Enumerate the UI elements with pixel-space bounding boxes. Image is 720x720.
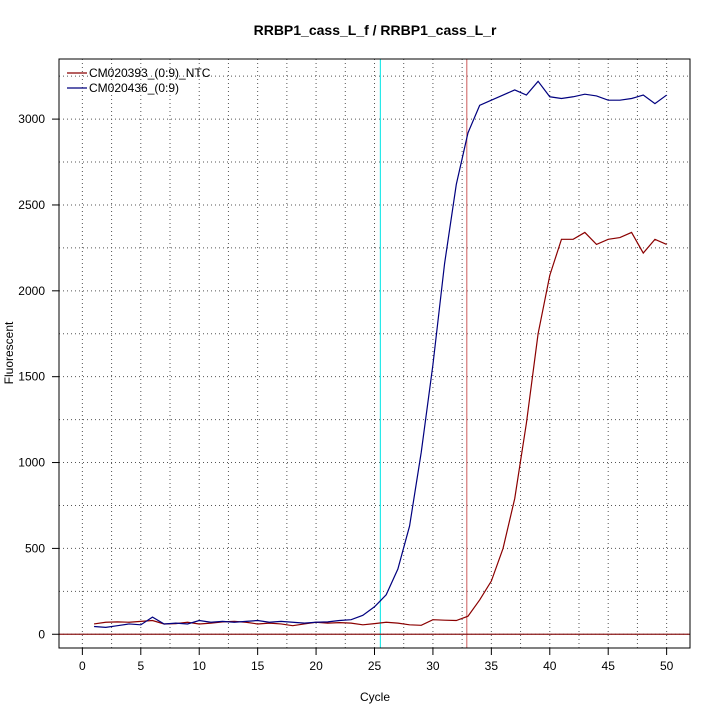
x-tick-label: 20 <box>309 659 323 673</box>
y-tick-label: 500 <box>25 541 45 555</box>
x-tick-label: 50 <box>660 659 674 673</box>
vertical-markers <box>379 59 468 648</box>
series-line-1 <box>93 231 667 627</box>
legend-label-1: CM020393_(0:9)_NTC <box>89 66 211 80</box>
series-lines <box>93 80 667 628</box>
y-tick-label: 2000 <box>18 284 45 298</box>
y-tick-label: 0 <box>38 627 45 641</box>
x-tick-label: 35 <box>485 659 499 673</box>
x-tick-label: 25 <box>368 659 382 673</box>
x-axis: 0 5 10 15 20 25 30 35 40 45 50 <box>79 648 674 673</box>
y-tick-label: 3000 <box>18 112 45 126</box>
y-axis: 0 500 1000 1500 2000 2500 3000 <box>18 112 59 641</box>
legend-label-2: CM020436_(0:9) <box>89 81 179 95</box>
x-tick-label: 15 <box>251 659 265 673</box>
chart-title: RRBP1_cass_L_f / RRBP1_cass_L_r <box>254 22 497 38</box>
y-axis-label: Fluorescent <box>2 321 16 384</box>
x-tick-label: 30 <box>426 659 440 673</box>
x-axis-label: Cycle <box>360 690 390 704</box>
y-tick-label: 1500 <box>18 370 45 384</box>
x-tick-label: 40 <box>543 659 557 673</box>
grid <box>59 59 690 648</box>
x-tick-label: 0 <box>79 659 86 673</box>
x-tick-label: 5 <box>137 659 144 673</box>
x-tick-label: 45 <box>602 659 616 673</box>
x-tick-label: 10 <box>193 659 207 673</box>
y-tick-label: 1000 <box>18 456 45 470</box>
series-line-2 <box>94 80 667 628</box>
y-tick-label: 2500 <box>18 198 45 212</box>
